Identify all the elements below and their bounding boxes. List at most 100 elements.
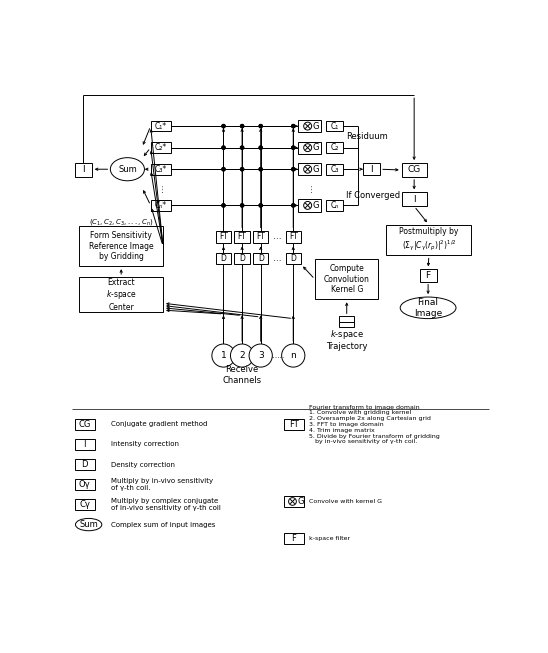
Text: F: F (426, 271, 431, 280)
Circle shape (231, 344, 254, 367)
Text: D: D (258, 254, 264, 263)
Bar (420, 269, 437, 281)
Bar (235, 253, 250, 264)
Circle shape (249, 344, 272, 367)
Circle shape (259, 146, 262, 149)
Circle shape (259, 168, 262, 171)
Circle shape (241, 146, 244, 149)
Text: FT: FT (238, 232, 247, 242)
Circle shape (241, 204, 244, 207)
Text: Multiply by in-vivo sensitivity
of γ-th coil.: Multiply by in-vivo sensitivity of γ-th … (111, 478, 213, 491)
Text: D: D (290, 254, 296, 263)
Text: FT: FT (289, 420, 299, 429)
Circle shape (259, 146, 262, 149)
Bar (286, 231, 301, 243)
Text: 3: 3 (258, 351, 264, 360)
Text: I: I (82, 165, 84, 174)
Text: F: F (292, 534, 296, 543)
Bar (326, 200, 343, 211)
Circle shape (222, 125, 225, 127)
Ellipse shape (110, 157, 145, 181)
Bar (216, 253, 231, 264)
Circle shape (222, 146, 225, 149)
Text: G: G (313, 143, 319, 152)
Circle shape (292, 168, 295, 171)
Bar (151, 142, 171, 153)
Text: Intensity correction: Intensity correction (111, 441, 179, 447)
Text: Sum: Sum (79, 520, 98, 529)
Circle shape (292, 125, 295, 127)
Circle shape (304, 202, 312, 210)
Bar (326, 142, 343, 153)
Text: Form Sensitivity
Reference Image
by Gridding: Form Sensitivity Reference Image by Grid… (89, 231, 153, 261)
Circle shape (292, 125, 295, 127)
Bar (402, 163, 426, 177)
Text: C₃*: C₃* (155, 165, 167, 174)
Text: FT: FT (256, 232, 265, 242)
Circle shape (304, 144, 312, 151)
Text: I: I (370, 165, 373, 174)
Circle shape (222, 168, 225, 171)
Text: 1: 1 (221, 351, 226, 360)
Text: C₁: C₁ (330, 121, 339, 131)
Text: Fourier transform to image domain
1. Convolve with gridding kernel
2. Oversample: Fourier transform to image domain 1. Con… (309, 405, 439, 445)
Bar (284, 496, 304, 507)
Text: FT: FT (289, 232, 298, 242)
Circle shape (222, 204, 225, 207)
Circle shape (241, 125, 244, 127)
Bar (326, 121, 343, 131)
Circle shape (289, 498, 296, 505)
Text: Cγ: Cγ (79, 500, 90, 509)
Text: G: G (298, 497, 304, 506)
Circle shape (259, 168, 262, 171)
Text: Postmultiply by
$(Σ_γ|C_γ(r_p)|^2)^{1/2}$: Postmultiply by $(Σ_γ|C_γ(r_p)|^2)^{1/2}… (399, 227, 459, 253)
Text: ...: ... (273, 232, 281, 242)
Bar (75, 439, 95, 451)
Text: $k$-space
Trajectory: $k$-space Trajectory (326, 328, 368, 351)
Bar (151, 164, 171, 174)
Bar (284, 419, 304, 430)
Text: C₃: C₃ (330, 165, 339, 174)
Text: D: D (220, 254, 226, 263)
Text: ...: ... (305, 183, 314, 191)
Circle shape (304, 165, 312, 173)
Bar (284, 533, 304, 544)
Text: I: I (413, 195, 415, 204)
Circle shape (259, 125, 262, 127)
Text: G: G (313, 165, 319, 174)
Text: Residuum: Residuum (346, 133, 387, 142)
Text: ...: ... (156, 183, 165, 191)
Text: Cₙ: Cₙ (330, 201, 339, 210)
Bar (216, 231, 231, 243)
Circle shape (259, 204, 262, 207)
Text: Conjugate gradient method: Conjugate gradient method (111, 421, 208, 428)
Bar (253, 231, 269, 243)
Text: G: G (313, 201, 319, 210)
Text: $(C_1,C_2,C_3,...,C_n)$: $(C_1,C_2,C_3,...,C_n)$ (89, 217, 153, 227)
Bar (402, 193, 426, 206)
Bar (79, 226, 163, 266)
Text: n: n (290, 351, 296, 360)
Text: 2: 2 (239, 351, 245, 360)
Bar (151, 200, 171, 211)
Circle shape (292, 168, 295, 171)
Bar (75, 499, 95, 511)
Text: CG: CG (78, 420, 91, 429)
Bar (253, 253, 269, 264)
Bar (75, 479, 95, 490)
Bar (298, 142, 321, 154)
Bar (235, 231, 250, 243)
Text: k-space filter: k-space filter (309, 536, 350, 541)
Bar (315, 259, 379, 299)
Circle shape (222, 125, 225, 127)
Text: I: I (83, 440, 86, 449)
Text: Extract
$k$-space
Center: Extract $k$-space Center (106, 278, 137, 312)
Bar (298, 120, 321, 133)
Circle shape (292, 204, 295, 207)
Text: Receive
Channels: Receive Channels (222, 365, 261, 385)
Bar (363, 163, 380, 176)
Bar (75, 163, 92, 177)
Text: D: D (82, 460, 88, 469)
Bar (79, 277, 163, 312)
Circle shape (222, 204, 225, 207)
